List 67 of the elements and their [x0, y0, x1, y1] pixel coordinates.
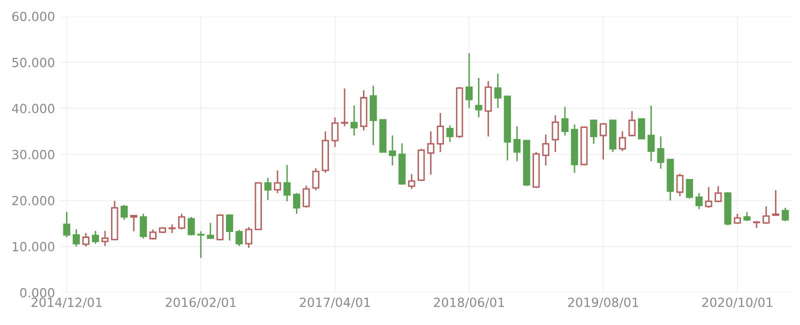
candlestick [542, 134, 550, 166]
candlestick [695, 192, 703, 210]
candlestick [120, 204, 128, 220]
candlestick [226, 214, 234, 242]
y-tick-label: 10.000 [12, 242, 54, 252]
candlestick [494, 73, 502, 109]
candlestick [638, 118, 646, 140]
candlestick [552, 114, 559, 153]
y-tick-label: 40.000 [12, 104, 54, 114]
candlestick [513, 126, 521, 162]
candlestick [466, 52, 473, 109]
candlestick [312, 167, 320, 191]
candlestick [714, 185, 722, 203]
candlestick [197, 230, 204, 259]
x-tick-label: 2018/06/01 [434, 298, 504, 308]
x-tick-label: 2014/12/01 [32, 298, 102, 308]
candlestick [140, 213, 147, 240]
candlestick [628, 110, 636, 138]
candlestick [762, 206, 770, 225]
candlestick [657, 136, 664, 170]
candlestick [618, 130, 626, 152]
candlestick [331, 116, 339, 148]
candlestick [446, 124, 454, 143]
candlestick [92, 230, 100, 244]
candlestick [245, 226, 252, 249]
y-tick-label: 50.000 [12, 58, 54, 68]
candlestick [130, 214, 138, 232]
candlestick [284, 164, 291, 202]
candlestick [63, 211, 70, 238]
y-tick-label: 30.000 [12, 150, 54, 160]
candlestick [436, 112, 444, 153]
candlestick [188, 216, 195, 236]
candlestick [705, 186, 712, 208]
candlestick [82, 232, 90, 248]
y-tick-label: 0.000 [20, 288, 54, 298]
candlestick [206, 222, 214, 240]
y-tick-label: 20.000 [12, 196, 54, 206]
candlestick [590, 120, 598, 144]
candlestick [484, 80, 492, 138]
candlestick [236, 229, 243, 247]
candlestick [734, 213, 741, 225]
candlestick [676, 173, 684, 197]
candlestick [686, 179, 694, 200]
candlestick [561, 106, 568, 136]
candlestick [350, 104, 358, 136]
candlestick [408, 173, 416, 190]
candlestick [101, 230, 109, 247]
candlestick [648, 104, 655, 162]
candlestick [782, 207, 789, 222]
candlestick [772, 190, 780, 216]
candlestick [293, 192, 300, 214]
candlestick [388, 134, 396, 166]
candlestick [72, 228, 80, 248]
candlestick [743, 211, 751, 222]
candlestick [302, 184, 310, 208]
y-tick-label: 60.000 [12, 12, 54, 22]
x-tick-label: 2019/08/01 [568, 298, 638, 308]
candlestick [274, 170, 282, 194]
candlestick [178, 213, 186, 230]
x-tick-label: 2016/02/01 [166, 298, 236, 308]
candlestick [264, 177, 272, 201]
candlestick [475, 77, 482, 118]
candlestick [340, 88, 348, 127]
candlestick [427, 130, 434, 176]
x-tick-label: 2020/10/01 [702, 298, 772, 308]
candlestick [600, 122, 607, 160]
x-tick-label: 2017/04/01 [300, 298, 370, 308]
